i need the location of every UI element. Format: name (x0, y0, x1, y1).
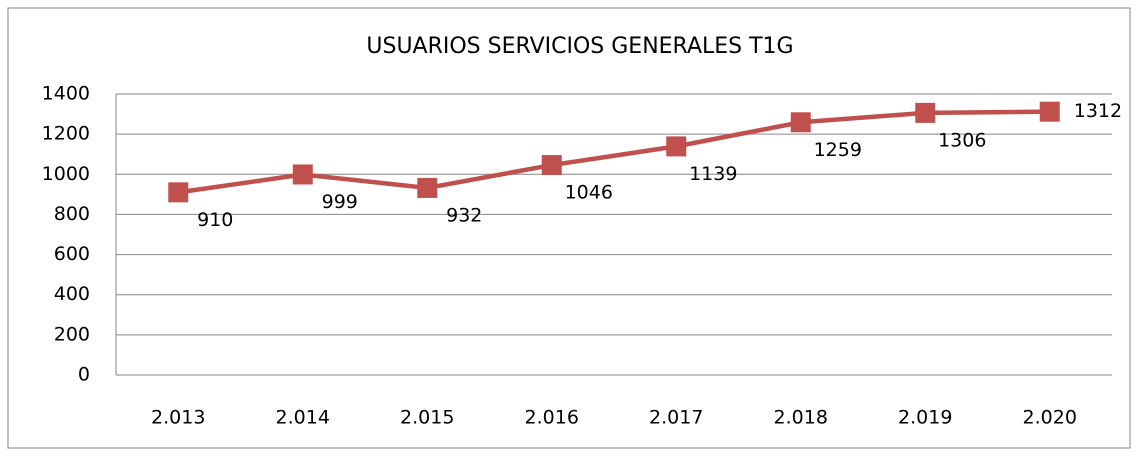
marker (1039, 101, 1060, 122)
chart-border (7, 7, 1131, 449)
marker (666, 136, 687, 157)
x-tick-label: 2.016 (525, 407, 579, 429)
x-tick-label: 2.018 (774, 407, 828, 429)
y-tick-label: 200 (54, 323, 90, 345)
data-label: 1259 (814, 139, 862, 161)
y-tick-label: 1200 (42, 123, 90, 145)
data-label: 999 (322, 191, 358, 213)
line (177, 109, 1050, 195)
marker (541, 155, 562, 176)
marker (168, 182, 189, 203)
x-tick-label: 2.019 (898, 407, 952, 429)
marker (417, 177, 438, 198)
y-tick-label: 1000 (42, 163, 90, 185)
y-tick-label: 400 (54, 283, 90, 305)
data-label: 932 (446, 204, 482, 226)
x-tick-label: 2.014 (276, 407, 330, 429)
data-label: 1312 (1074, 100, 1122, 122)
chart-title: USUARIOS SERVICIOS GENERALES T1G (366, 34, 793, 59)
data-label: 910 (197, 209, 233, 231)
marker (915, 102, 936, 123)
x-tick-label: 2.013 (151, 407, 205, 429)
y-tick-label: 800 (54, 203, 90, 225)
data-label: 1046 (565, 182, 613, 204)
x-tick-label: 2.017 (649, 407, 703, 429)
y-tick-label: 0 (78, 364, 90, 386)
data-label: 1306 (938, 129, 986, 151)
marker (292, 164, 313, 185)
y-tick-label: 600 (54, 243, 90, 265)
x-tick-label: 2.015 (400, 407, 454, 429)
x-tick-label: 2.020 (1023, 407, 1077, 429)
marker (790, 112, 811, 133)
y-tick-label: 1400 (42, 83, 90, 105)
data-label: 1139 (689, 163, 737, 185)
